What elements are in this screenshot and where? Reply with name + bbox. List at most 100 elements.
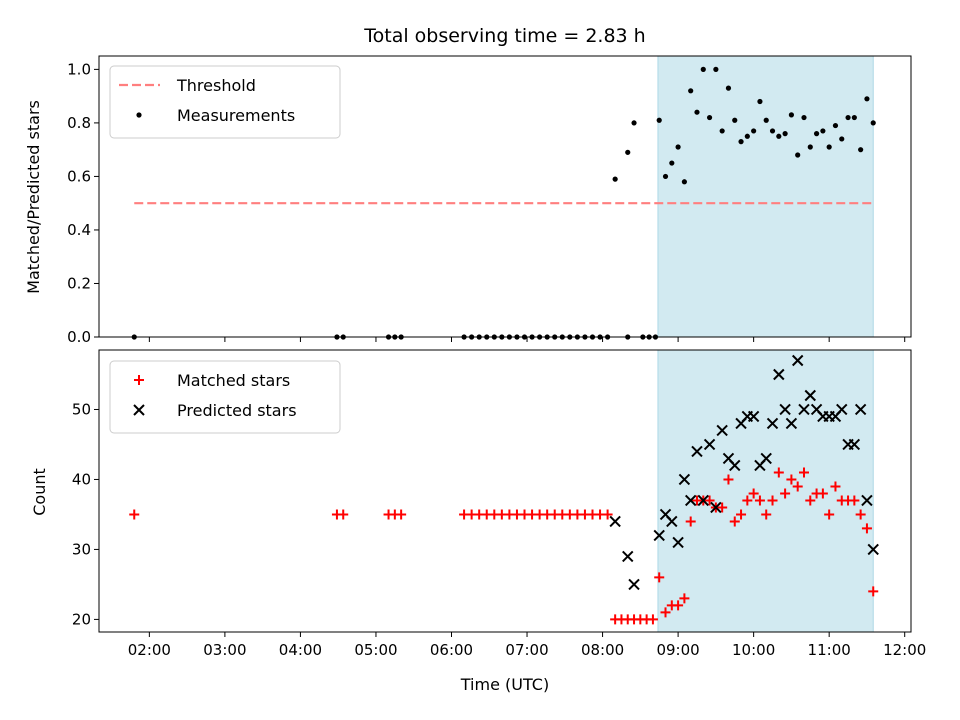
data-point — [666, 515, 678, 528]
legend-label: Matched stars — [177, 371, 290, 390]
bottom-panel: 20 30 40 50 02:00 03:00 04:00 05:00 06:00 07:00 08… — [72, 349, 926, 659]
data-point — [773, 368, 785, 381]
data-point — [609, 515, 621, 528]
data-point — [849, 495, 860, 506]
data-point — [785, 417, 798, 430]
legend-marker — [133, 404, 145, 416]
data-point — [845, 114, 851, 121]
y-tick-label: 0.2 — [67, 274, 91, 292]
y-tick-label: 0.6 — [67, 167, 91, 185]
data-point — [807, 144, 813, 150]
chart-title: Total observing time = 2.83 h — [363, 25, 645, 47]
data-point — [782, 131, 788, 137]
data-point — [854, 403, 867, 416]
data-point — [773, 467, 784, 478]
data-point — [742, 495, 753, 506]
y-tick-label: 0.8 — [67, 114, 91, 132]
data-point — [798, 403, 810, 416]
legend-label: Threshold — [176, 76, 256, 95]
data-point — [851, 114, 857, 121]
y-tick-label: 0.0 — [67, 328, 91, 346]
data-point — [713, 66, 719, 72]
data-point — [804, 389, 816, 402]
data-point — [673, 600, 684, 611]
top-panel: 0.0 0.2 0.4 0.6 0.8 1.0 Threshold Measurements — [67, 55, 912, 346]
data-point — [729, 459, 741, 472]
plot-frame — [98, 349, 912, 633]
data-point — [669, 160, 675, 166]
x-tick-label: 04:00 — [279, 641, 322, 659]
legend-box — [109, 360, 341, 434]
data-point — [868, 586, 879, 597]
data-point — [725, 85, 732, 91]
data-point — [761, 509, 772, 520]
data-point — [653, 529, 665, 542]
data-point — [795, 152, 801, 158]
data-point — [813, 131, 820, 137]
legend: Matched stars Predicted stars — [109, 360, 341, 434]
data-point — [662, 173, 669, 180]
data-point — [769, 128, 776, 134]
data-point — [694, 109, 700, 115]
data-point — [628, 578, 640, 591]
data-point — [754, 495, 765, 506]
x-tick-label: 03:00 — [203, 641, 246, 659]
data-point — [788, 112, 795, 118]
data-point — [757, 98, 763, 105]
data-point — [672, 536, 684, 549]
observing-window-band — [657, 349, 874, 633]
data-point — [675, 144, 681, 150]
y-tick-label: 0.4 — [67, 221, 91, 239]
data-point — [656, 117, 662, 123]
data-point — [760, 452, 772, 465]
data-point — [779, 403, 791, 416]
data-point — [685, 516, 696, 527]
y-tick-label: 1.0 — [67, 60, 91, 78]
data-point — [751, 128, 757, 134]
data-point — [864, 96, 870, 102]
data-point — [786, 474, 797, 485]
data-point — [704, 495, 715, 506]
data-point — [836, 403, 848, 416]
plot-frame — [98, 55, 912, 338]
data-point — [719, 128, 725, 134]
data-point — [691, 445, 703, 458]
top-y-axis-label: Matched/Predicted stars — [24, 100, 43, 294]
data-point — [338, 509, 349, 520]
data-point — [824, 509, 835, 520]
data-point — [861, 494, 873, 507]
legend: Threshold Measurements — [109, 65, 341, 139]
data-point — [780, 488, 791, 499]
data-point — [858, 147, 864, 153]
data-point — [660, 607, 671, 618]
legend-marker — [136, 112, 142, 118]
x-tick-label: 11:00 — [808, 641, 851, 659]
data-point — [747, 410, 760, 423]
data-point — [129, 509, 140, 520]
data-point — [717, 502, 728, 513]
bottom-y-axis-label: Count — [30, 468, 49, 516]
x-tick-label: 02:00 — [128, 641, 171, 659]
data-point — [861, 523, 872, 534]
legend-label: Measurements — [177, 106, 295, 125]
data-point — [801, 114, 807, 121]
data-point — [767, 495, 778, 506]
data-point — [678, 473, 691, 486]
data-point — [748, 488, 759, 499]
legend-box — [109, 65, 341, 139]
x-tick-label: 09:00 — [656, 641, 699, 659]
x-tick-label: 05:00 — [354, 641, 397, 659]
data-point — [738, 139, 744, 145]
data-point — [744, 133, 750, 139]
data-point — [706, 114, 713, 121]
data-point — [820, 128, 826, 134]
data-point — [832, 122, 839, 129]
data-point — [855, 509, 866, 520]
data-point — [700, 66, 706, 72]
data-point — [697, 494, 709, 507]
data-point — [703, 438, 716, 451]
data-point — [732, 117, 738, 123]
data-point — [805, 495, 816, 506]
y-tick-label: 50 — [72, 400, 91, 418]
